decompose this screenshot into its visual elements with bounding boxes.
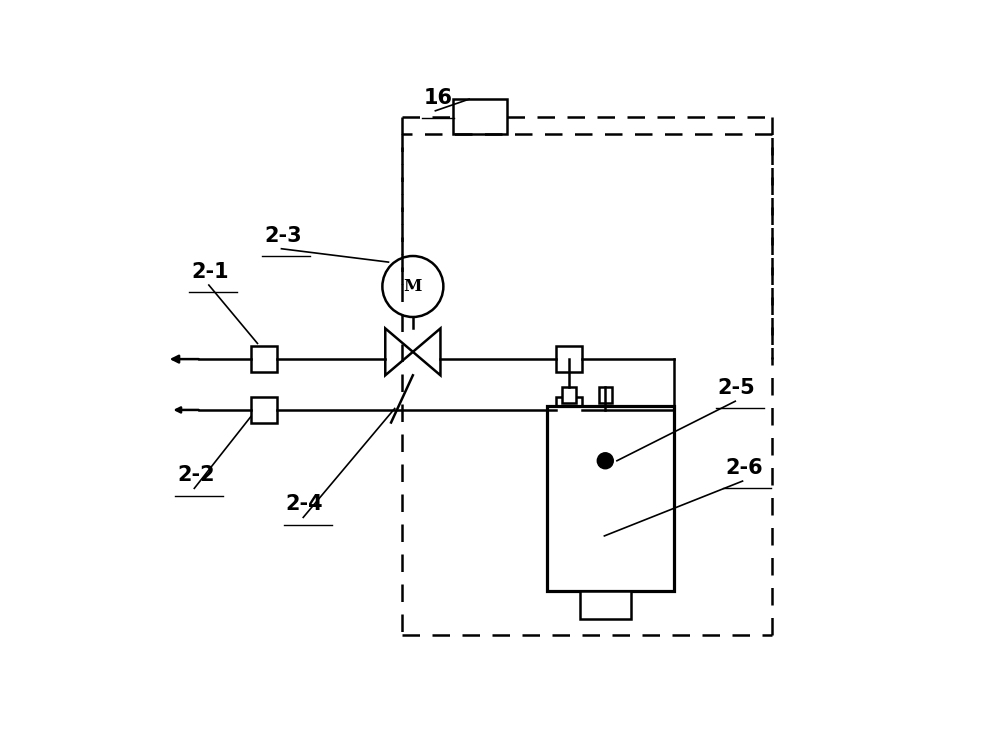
Text: 2-2: 2-2 — [177, 465, 215, 485]
Text: 2-6: 2-6 — [725, 458, 763, 478]
Bar — [453, 99, 507, 134]
Circle shape — [382, 256, 443, 317]
Text: 2-5: 2-5 — [718, 378, 756, 398]
Bar — [580, 591, 631, 619]
Text: 2-1: 2-1 — [191, 262, 229, 282]
Bar — [547, 406, 674, 591]
Circle shape — [597, 453, 613, 468]
Text: 2-3: 2-3 — [264, 226, 302, 246]
Bar — [562, 387, 576, 403]
Text: 16: 16 — [424, 88, 453, 108]
Bar — [599, 387, 612, 403]
Text: M: M — [404, 278, 422, 295]
Text: 2-4: 2-4 — [286, 494, 323, 514]
